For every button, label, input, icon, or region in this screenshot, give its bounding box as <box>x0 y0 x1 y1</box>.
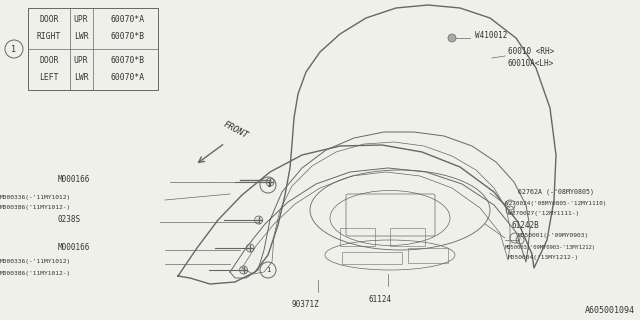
Text: 0238S: 0238S <box>58 215 81 225</box>
Bar <box>28 8 158 90</box>
Text: 61242B: 61242B <box>512 220 540 229</box>
Text: W410012: W410012 <box>475 31 508 41</box>
Text: LWR: LWR <box>74 32 88 41</box>
Bar <box>390 228 425 246</box>
Bar <box>340 228 375 246</box>
Text: 62762A (-'08MY0805): 62762A (-'08MY0805) <box>518 189 594 195</box>
Text: M050003('09MY0903-'13MY1212): M050003('09MY0903-'13MY1212) <box>505 244 596 250</box>
Text: M000336(-'11MY1012): M000336(-'11MY1012) <box>0 260 71 265</box>
Text: RIGHT: RIGHT <box>37 32 61 41</box>
Text: M050001(-'09MY0903): M050001(-'09MY0903) <box>518 234 589 238</box>
Text: DOOR: DOOR <box>39 56 59 65</box>
Bar <box>408 248 448 263</box>
Text: M000386('11MY1012-): M000386('11MY1012-) <box>0 270 71 276</box>
Text: 1: 1 <box>266 182 270 188</box>
Text: FRONT: FRONT <box>222 119 250 140</box>
Text: UPR: UPR <box>74 15 88 24</box>
Text: 90371Z: 90371Z <box>291 300 319 309</box>
Text: 60070*A: 60070*A <box>111 73 145 82</box>
Text: 60070*B: 60070*B <box>111 56 145 65</box>
Text: A605001094: A605001094 <box>585 306 635 315</box>
Text: M050004('13MY1212-): M050004('13MY1212-) <box>508 254 579 260</box>
Text: 60070*B: 60070*B <box>111 32 145 41</box>
Text: M000166: M000166 <box>58 175 90 185</box>
Text: M000336(-'11MY1012): M000336(-'11MY1012) <box>0 195 71 199</box>
Text: 60070*A: 60070*A <box>111 15 145 24</box>
Text: UPR: UPR <box>74 56 88 65</box>
Circle shape <box>448 34 456 42</box>
Text: M000386('11MY1012-): M000386('11MY1012-) <box>0 205 71 211</box>
Text: 60010A<LH>: 60010A<LH> <box>508 59 554 68</box>
Text: LEFT: LEFT <box>39 73 59 82</box>
Bar <box>342 252 402 264</box>
Text: LWR: LWR <box>74 73 88 82</box>
Text: DOOR: DOOR <box>39 15 59 24</box>
Text: M000166: M000166 <box>58 244 90 252</box>
Text: W270027('12MY1111-): W270027('12MY1111-) <box>508 211 579 215</box>
Text: 1: 1 <box>266 267 270 273</box>
Text: 60010 <RH>: 60010 <RH> <box>508 47 554 57</box>
Text: 1: 1 <box>12 44 17 53</box>
Text: 61124: 61124 <box>369 295 392 304</box>
Text: W270024('08MY0805-'12MY1110): W270024('08MY0805-'12MY1110) <box>505 201 607 205</box>
